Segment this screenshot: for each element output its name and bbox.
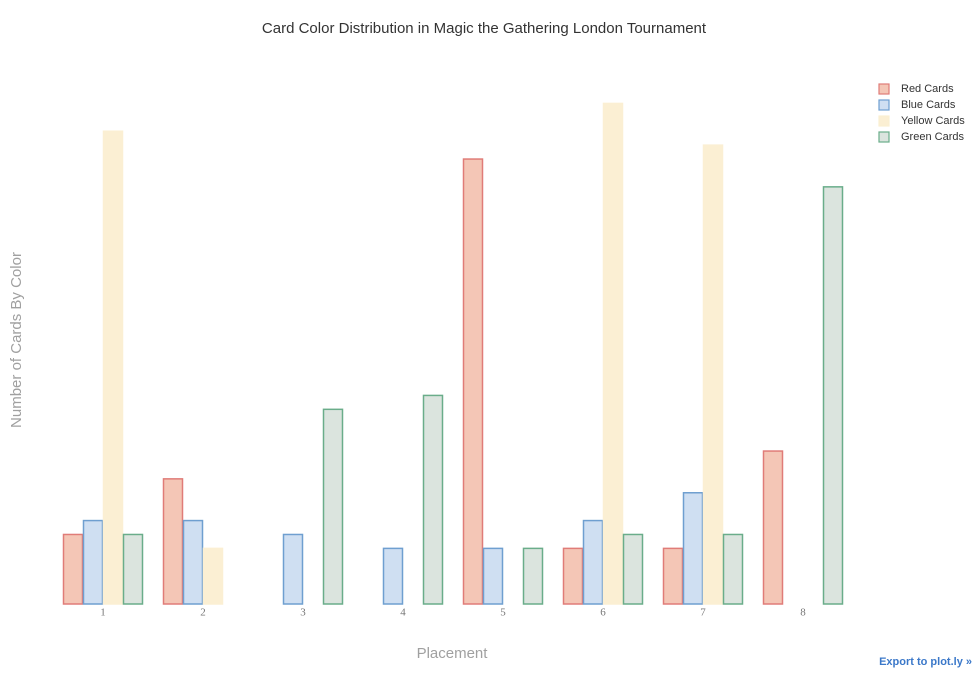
bar — [322, 408, 344, 605]
legend-swatch — [878, 83, 890, 95]
bar — [702, 144, 724, 605]
bar — [182, 519, 204, 605]
x-tick-label: 8 — [800, 607, 806, 619]
x-axis-label: Placement — [417, 645, 489, 662]
bar — [382, 547, 404, 605]
bar — [522, 547, 544, 605]
bar — [202, 547, 224, 605]
chart-title: Card Color Distribution in Magic the Gat… — [262, 20, 707, 37]
legend-swatch — [878, 115, 890, 127]
bar — [722, 533, 744, 605]
legend-label: Blue Cards — [901, 99, 956, 111]
bar — [762, 450, 784, 605]
x-tick-label: 2 — [200, 607, 206, 619]
x-tick-label: 4 — [400, 607, 406, 619]
legend-swatch — [878, 131, 890, 143]
bar — [62, 533, 84, 605]
bar — [462, 158, 484, 605]
bar — [162, 478, 184, 605]
bar — [122, 533, 144, 605]
x-tick-label: 7 — [700, 607, 706, 619]
bar — [582, 519, 604, 605]
bar — [602, 102, 624, 605]
export-link[interactable]: Export to plot.ly » — [879, 656, 972, 668]
bar — [82, 519, 104, 605]
bar — [822, 186, 844, 605]
x-tick-label: 5 — [500, 607, 506, 619]
legend-label: Green Cards — [901, 131, 964, 143]
bar — [622, 533, 644, 605]
x-tick-label: 1 — [100, 607, 106, 619]
bar — [422, 394, 444, 605]
legend-swatch — [878, 99, 890, 111]
x-tick-label: 3 — [300, 607, 306, 619]
bar — [482, 547, 504, 605]
legend-label: Yellow Cards — [901, 115, 965, 127]
bar — [102, 130, 124, 605]
y-axis-label: Number of Cards By Color — [8, 252, 25, 428]
bar — [682, 492, 704, 605]
x-tick-label: 6 — [600, 607, 606, 619]
bar — [662, 547, 684, 605]
bar — [282, 533, 304, 605]
legend-label: Red Cards — [901, 83, 954, 95]
bar — [562, 547, 584, 605]
